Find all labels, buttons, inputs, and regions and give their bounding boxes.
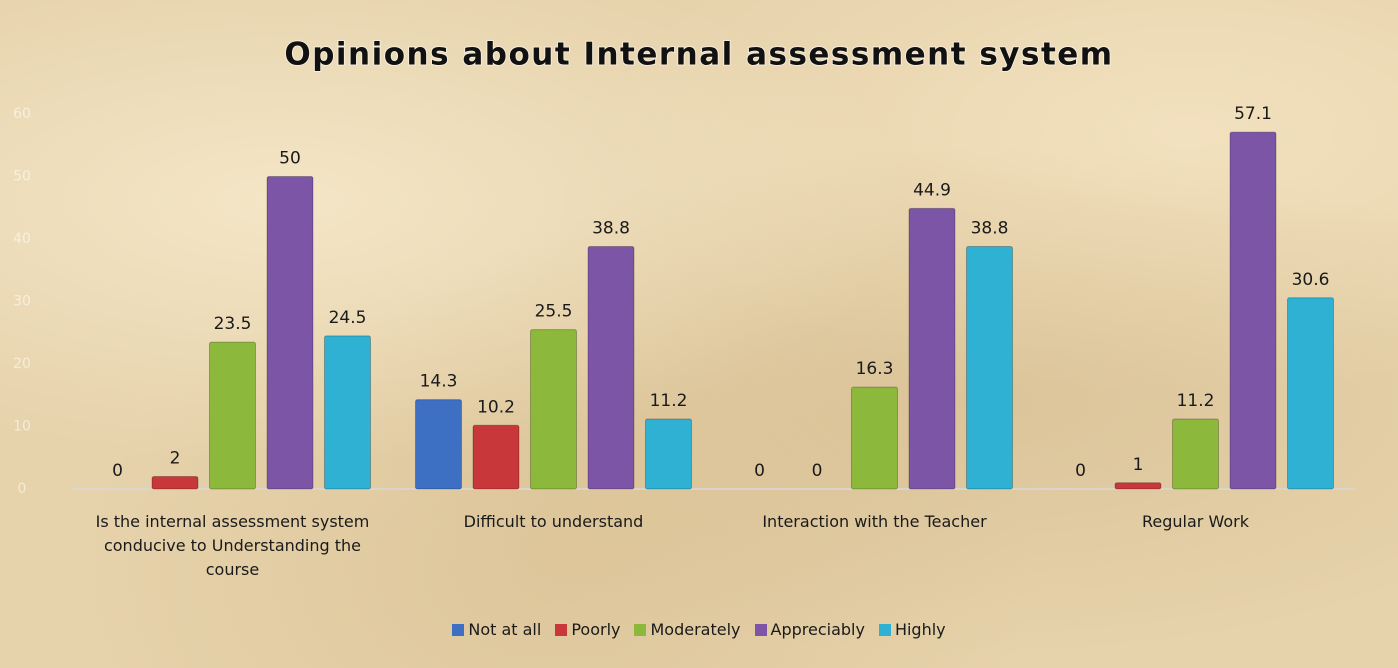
bar [1172, 418, 1219, 490]
y-tick-label: 10 [13, 419, 31, 435]
value-label: 16.3 [856, 359, 894, 379]
legend-label: Moderately [650, 620, 741, 639]
x-tick-label: Interaction with the Teacher [762, 512, 987, 531]
value-label: 10.2 [477, 397, 515, 417]
value-label: 24.5 [329, 308, 367, 328]
bar [908, 207, 956, 490]
bar [851, 386, 898, 490]
y-tick-label: 20 [13, 356, 31, 372]
value-label: 1 [1133, 455, 1144, 475]
legend-swatch [878, 623, 891, 636]
bar [266, 176, 314, 490]
value-label: 44.9 [913, 180, 951, 200]
y-tick-label: 40 [13, 231, 31, 247]
legend-swatch [555, 623, 568, 636]
bar [1287, 297, 1334, 490]
x-tick-label: Is the internal assessment system conduc… [95, 512, 370, 579]
value-label: 38.8 [592, 219, 630, 239]
bar [1114, 482, 1162, 490]
value-label: 0 [754, 461, 765, 481]
legend-swatch [754, 623, 767, 636]
value-label: 38.8 [971, 219, 1009, 239]
value-label: 2 [170, 449, 181, 469]
value-label: 57.1 [1234, 104, 1272, 124]
bar [151, 476, 199, 490]
x-tick-label: Regular Work [1142, 512, 1249, 531]
legend-item: Poorly [555, 620, 620, 639]
legend-item: Highly [878, 620, 946, 639]
value-label: 30.6 [1292, 270, 1330, 290]
legend: Not at all Poorly Moderately Appreciably Hig… [0, 620, 1398, 639]
legend-item: Appreciably [754, 620, 865, 639]
value-label: 23.5 [214, 314, 252, 334]
y-tick-label: 50 [13, 169, 31, 185]
bar [472, 424, 520, 490]
bar [966, 246, 1013, 490]
value-label: 11.2 [650, 391, 688, 411]
legend-label: Poorly [571, 620, 621, 639]
legend-label: Highly [894, 620, 946, 639]
legend-item: Not at all [452, 620, 541, 639]
value-label: 0 [1075, 461, 1086, 481]
bar [1229, 131, 1277, 490]
legend-swatch [452, 623, 465, 636]
y-tick-label: 0 [18, 481, 27, 497]
x-tick-label: Difficult to understand [463, 512, 644, 531]
bar [530, 329, 577, 490]
legend-swatch [634, 623, 647, 636]
y-tick-label: 30 [13, 294, 31, 310]
legend-item: Moderately [634, 620, 741, 639]
y-tick-label: 60 [13, 106, 31, 122]
legend-label: Appreciably [770, 620, 865, 639]
chart-title: Opinions about Internal assessment syste… [284, 37, 1113, 73]
legend-label: Not at all [468, 620, 542, 639]
bar [324, 335, 371, 490]
value-label: 0 [112, 461, 123, 481]
bar [209, 341, 256, 490]
value-label: 25.5 [535, 302, 573, 322]
value-label: 0 [812, 461, 823, 481]
bar [645, 418, 692, 490]
bar [415, 399, 462, 490]
value-label: 50 [279, 149, 301, 169]
bar [587, 246, 635, 490]
value-label: 11.2 [1177, 391, 1215, 411]
value-label: 14.3 [420, 372, 458, 392]
